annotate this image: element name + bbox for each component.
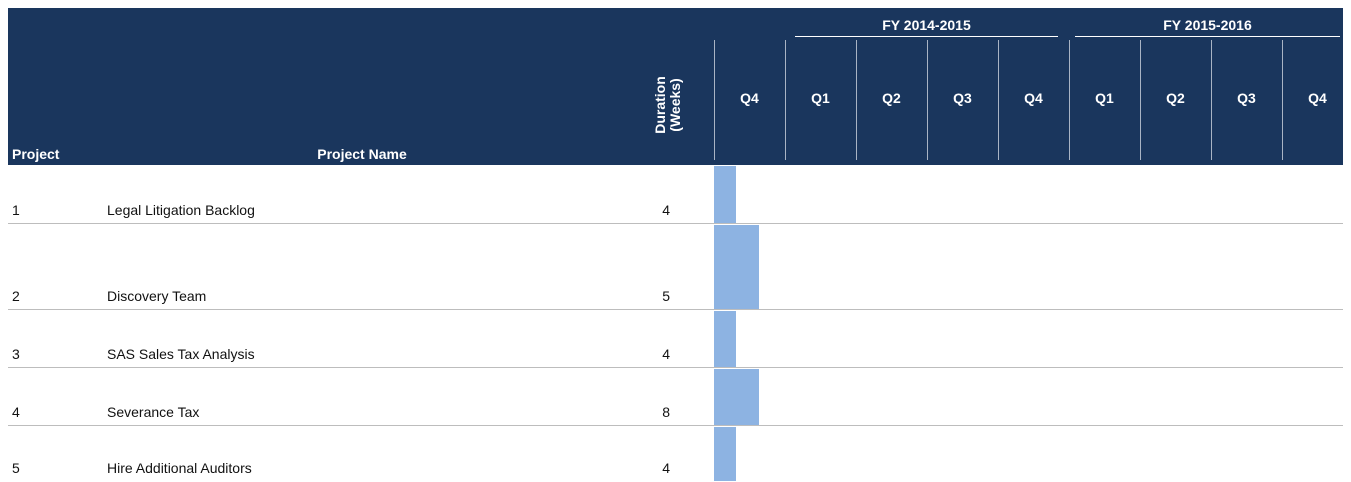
quarter-header: Q4: [740, 90, 759, 106]
column-separator: [856, 40, 857, 160]
fiscal-year-rule: [1075, 36, 1340, 37]
quarter-header: Q1: [1095, 90, 1114, 106]
header-band: [8, 8, 1343, 165]
row-separator: [8, 223, 1343, 224]
row-separator: [8, 425, 1343, 426]
project-number: 3: [12, 346, 20, 362]
project-name: Discovery Team: [107, 288, 207, 304]
row-separator: [8, 367, 1343, 368]
gantt-bar: [714, 427, 736, 481]
gantt-bar: [714, 166, 736, 223]
project-number: 5: [12, 460, 20, 476]
project-number: 1: [12, 202, 20, 218]
gantt-bar: [714, 369, 759, 425]
fiscal-year-header: FY 2015-2016: [1163, 17, 1252, 33]
duration: 8: [662, 404, 670, 420]
row-separator: [8, 309, 1343, 310]
duration: 5: [662, 288, 670, 304]
duration: 4: [662, 460, 670, 476]
quarter-header: Q2: [882, 90, 901, 106]
project-name: Severance Tax: [107, 404, 200, 420]
quarter-header: Q4: [1024, 90, 1043, 106]
project-header: Project: [12, 146, 60, 162]
column-separator: [1140, 40, 1141, 160]
gantt-bar: [714, 311, 736, 367]
quarter-header: Q4: [1308, 90, 1327, 106]
gantt-bar: [714, 225, 759, 309]
project-name: Legal Litigation Backlog: [107, 202, 255, 218]
project-number: 4: [12, 404, 20, 420]
fiscal-year-rule: [795, 36, 1058, 37]
project-number: 2: [12, 288, 20, 304]
duration: 4: [662, 202, 670, 218]
column-separator: [998, 40, 999, 160]
fiscal-year-header: FY 2014-2015: [882, 17, 971, 33]
quarter-header: Q3: [953, 90, 972, 106]
project-name: SAS Sales Tax Analysis: [107, 346, 255, 362]
duration-header: Duration (Weeks): [652, 76, 683, 134]
duration: 4: [662, 346, 670, 362]
column-separator: [1211, 40, 1212, 160]
column-separator: [1069, 40, 1070, 160]
quarter-header: Q1: [811, 90, 830, 106]
column-separator: [1282, 40, 1283, 160]
column-separator: [927, 40, 928, 160]
project-name-header: Project Name: [317, 146, 407, 162]
project-name: Hire Additional Auditors: [107, 460, 252, 476]
column-separator: [714, 40, 715, 160]
column-separator: [785, 40, 786, 160]
quarter-header: Q3: [1237, 90, 1256, 106]
quarter-header: Q2: [1166, 90, 1185, 106]
